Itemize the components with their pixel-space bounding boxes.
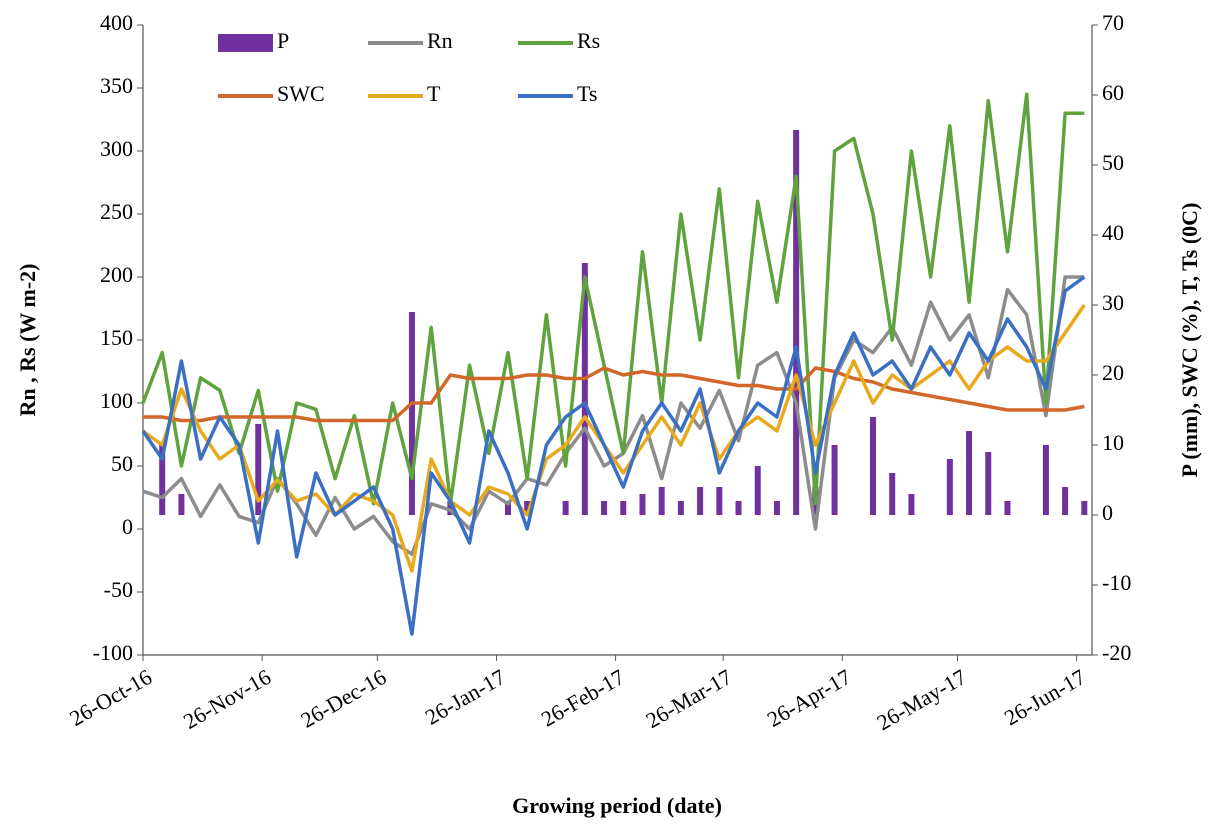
x-tick-label: 26-Dec-16 — [296, 664, 390, 733]
bar — [601, 501, 608, 515]
line-series — [141, 92, 1085, 506]
y-tick-label: 100 — [100, 388, 133, 413]
y-tick-label: 400 — [100, 10, 133, 35]
bar — [562, 501, 569, 515]
x-tick-label: 26-Apr-17 — [763, 664, 856, 732]
y-tick-label: 150 — [100, 325, 133, 350]
y2-tick-label: 70 — [1102, 10, 1124, 35]
bar — [1081, 501, 1088, 515]
bar — [697, 487, 704, 515]
y2-tick-label: 40 — [1102, 220, 1124, 245]
bar — [677, 501, 684, 515]
bar — [773, 501, 780, 515]
y2-tick-label: 10 — [1102, 430, 1124, 455]
bar — [908, 494, 915, 515]
x-tick-label: 26-Jan-17 — [421, 664, 510, 730]
legend-label: P — [277, 28, 289, 53]
y2-tick-label: 0 — [1102, 500, 1113, 525]
y-tick-label: 350 — [100, 73, 133, 98]
bar — [985, 452, 992, 515]
bar — [735, 501, 742, 515]
bar — [581, 263, 588, 515]
bar — [408, 312, 415, 515]
bar — [754, 466, 761, 515]
line-series — [141, 304, 1086, 573]
bar — [255, 424, 262, 515]
y-tick-label: 300 — [100, 136, 133, 161]
bar — [716, 487, 723, 515]
y-tick-label: -50 — [104, 577, 133, 602]
y2-tick-label: 50 — [1102, 150, 1124, 175]
bar — [178, 494, 185, 515]
x-tick-label: 26-Mar-17 — [642, 664, 737, 733]
x-tick-label: 26-Feb-17 — [537, 664, 629, 731]
y-tick-label: 250 — [100, 199, 133, 224]
legend-swatch — [218, 34, 273, 52]
y-tick-label: 200 — [100, 262, 133, 287]
bar — [658, 487, 665, 515]
bar — [1062, 487, 1069, 515]
bar — [946, 459, 953, 515]
bar — [505, 501, 511, 515]
y-tick-label: 0 — [122, 514, 133, 539]
x-tick-label: 26-Jun-17 — [1000, 664, 1090, 730]
y2-tick-label: 60 — [1102, 80, 1124, 105]
x-tick-label: 26-Nov-16 — [179, 664, 275, 734]
x-axis-title: Growing period (date) — [512, 793, 722, 818]
bar — [447, 501, 454, 515]
y-tick-label: -100 — [93, 640, 133, 665]
legend-label: Rn — [427, 28, 453, 53]
bar — [966, 431, 973, 515]
legend-label: Rs — [577, 28, 600, 53]
y2-tick-label: -20 — [1102, 640, 1131, 665]
bar — [620, 501, 627, 515]
bar — [793, 130, 800, 515]
x-tick-label: 26-May-17 — [872, 664, 970, 735]
x-tick-label: 26-Oct-16 — [65, 664, 156, 731]
y-axis-title: Rn , Rs (W m-2) — [15, 264, 40, 417]
bar — [889, 473, 896, 515]
y2-tick-label: 20 — [1102, 360, 1124, 385]
bar — [159, 445, 166, 515]
legend-label: Ts — [577, 81, 597, 106]
bar — [1004, 501, 1011, 515]
legend-label: T — [427, 81, 441, 106]
bar — [1042, 445, 1049, 515]
bar — [639, 494, 646, 515]
bar — [870, 417, 876, 515]
y2-tick-label: -10 — [1102, 570, 1131, 595]
bar — [524, 501, 531, 515]
line-series — [143, 366, 1085, 423]
y2-axis-title: P (mm), SWC (%), T, Ts (0C) — [1177, 203, 1202, 478]
y2-tick-label: 30 — [1102, 290, 1124, 315]
y-tick-label: 50 — [111, 451, 133, 476]
bar — [831, 445, 838, 515]
legend-label: SWC — [277, 81, 325, 106]
line-series — [141, 275, 1086, 636]
